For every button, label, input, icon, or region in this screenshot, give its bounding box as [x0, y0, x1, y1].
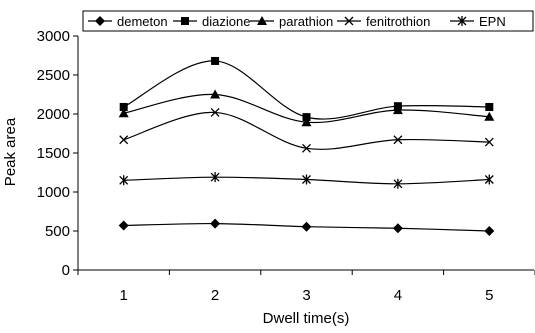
data-point-EPN-3 [302, 174, 311, 185]
data-point-demeton-3 [301, 221, 312, 232]
y-axis-title: Peak area [2, 117, 19, 186]
legend-marker-EPN [457, 16, 467, 26]
data-point-diazione-5 [485, 102, 494, 111]
y-tick-label: 3000 [37, 28, 70, 45]
legend-label-parathion: parathion [279, 14, 333, 29]
data-point-demeton-2 [210, 218, 221, 229]
x-tick-label: 4 [394, 287, 402, 304]
data-point-parathion-4 [392, 105, 403, 115]
data-point-parathion-3 [301, 117, 312, 127]
y-tick-label: 1500 [37, 145, 70, 162]
x-tick-label: 5 [485, 287, 493, 304]
legend-marker-diazione [181, 17, 189, 25]
data-point-EPN-5 [484, 174, 494, 185]
legend-label-EPN: EPN [479, 14, 506, 29]
y-tick-label: 2500 [37, 67, 70, 84]
data-point-EPN-4 [393, 178, 403, 189]
legend-marker-parathion [257, 16, 267, 25]
data-point-fenitrothion-3 [302, 143, 311, 153]
data-point-parathion-5 [484, 111, 495, 121]
y-tick-label: 1000 [37, 184, 70, 201]
legend-marker-fenitrothion [344, 16, 354, 26]
data-point-parathion-1 [118, 108, 129, 118]
data-point-fenitrothion-4 [393, 135, 403, 145]
legend-box [82, 10, 534, 32]
y-tick-label: 0 [62, 262, 70, 279]
data-point-fenitrothion-2 [210, 107, 220, 117]
legend-marker-demeton [95, 16, 105, 26]
x-tick-label: 1 [120, 287, 128, 304]
data-point-diazione-1 [119, 102, 128, 111]
x-axis-title: Dwell time(s) [263, 310, 350, 327]
data-point-diazione-2 [211, 56, 220, 65]
data-point-diazione-3 [302, 113, 311, 122]
data-point-parathion-2 [210, 89, 221, 99]
x-tick-label: 3 [302, 287, 310, 304]
data-point-EPN-1 [119, 175, 129, 186]
legend-label-diazione: diazione [202, 14, 250, 29]
series-line-diazione [123, 60, 490, 120]
y-tick-label: 500 [45, 223, 70, 240]
data-point-demeton-5 [484, 226, 495, 236]
y-tick-label: 2000 [37, 106, 70, 123]
x-tick-label: 2 [211, 287, 219, 304]
legend-label-demeton: demeton [117, 14, 168, 29]
legend-label-fenitrothion: fenitrothion [366, 14, 430, 29]
data-point-fenitrothion-5 [484, 137, 494, 147]
data-point-fenitrothion-1 [119, 135, 129, 145]
data-point-demeton-1 [118, 220, 129, 231]
data-point-EPN-2 [210, 172, 220, 183]
data-point-demeton-4 [392, 223, 403, 234]
